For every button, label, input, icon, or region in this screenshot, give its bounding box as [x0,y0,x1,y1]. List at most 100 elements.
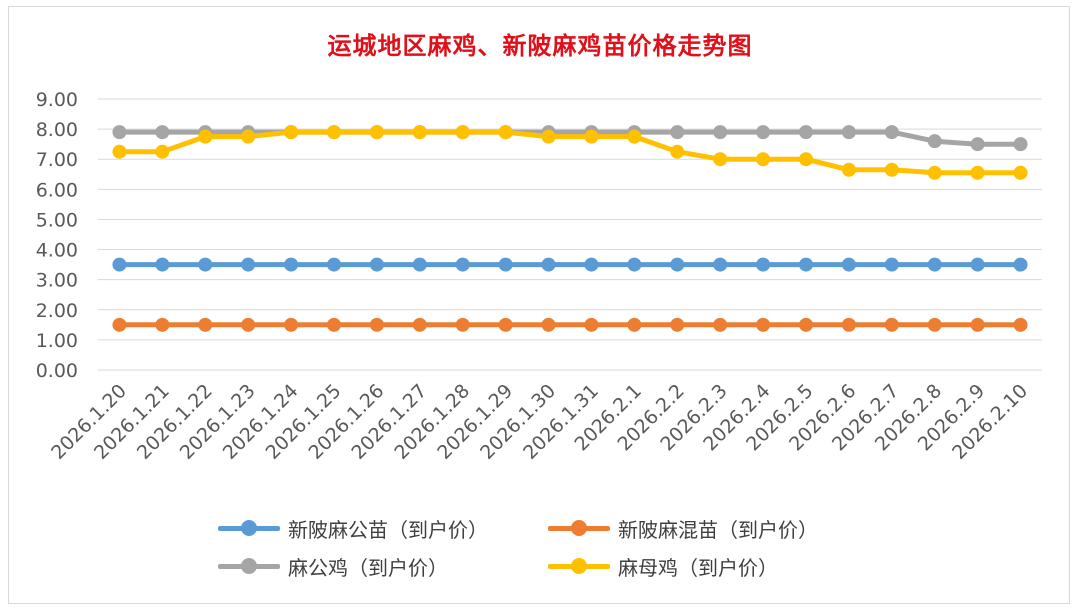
data-point [412,125,427,140]
y-tick-label: 4.00 [36,240,78,262]
data-point [756,317,771,332]
data-point [498,125,513,140]
data-point [584,257,599,272]
data-point [498,257,513,272]
data-point [112,257,127,272]
data-point [455,125,470,140]
legend-item: 新陂麻公苗（到户价） [218,513,488,543]
data-point [884,257,899,272]
data-point [584,317,599,332]
data-point [970,165,985,180]
data-point [670,257,685,272]
data-point [284,125,299,140]
data-point [799,317,813,332]
data-point [670,144,685,159]
data-point [927,165,942,180]
data-point [799,125,813,140]
y-tick-label: 6.00 [36,179,78,201]
data-point [1013,317,1028,332]
data-point [927,257,942,272]
legend-swatch-icon [548,513,610,543]
data-point [799,152,813,167]
data-point [713,257,728,272]
data-point [1013,137,1028,152]
data-point [541,129,556,144]
data-point [927,134,942,149]
data-point [198,257,213,272]
data-point [927,317,942,332]
legend-label: 麻母鸡（到户价） [618,555,778,580]
y-tick-label: 9.00 [36,89,78,111]
data-point [627,129,642,144]
data-point [884,125,899,140]
legend-swatch-icon [218,513,280,543]
data-point [412,317,427,332]
chart-border [8,6,1070,604]
y-tick-label: 2.00 [36,300,78,322]
legend-label: 新陂麻混苗（到户价） [618,517,818,542]
data-point [756,152,771,167]
data-point [455,317,470,332]
data-point [627,257,642,272]
data-point [369,317,384,332]
data-point [412,257,427,272]
data-point [112,144,127,159]
legend-item: 麻母鸡（到户价） [548,551,778,581]
data-point [327,257,341,272]
data-point [498,317,513,332]
data-point [155,257,170,272]
data-point [841,125,856,140]
legend-label: 麻公鸡（到户价） [288,555,448,580]
data-point [327,317,341,332]
data-point [841,162,856,177]
data-point [369,257,384,272]
data-point [584,129,599,144]
legend-item: 麻公鸡（到户价） [218,551,448,581]
data-point [1013,257,1028,272]
legend-swatch-icon [548,551,610,581]
chart-title: 运城地区麻鸡、新陂麻鸡苗价格走势图 [327,32,753,60]
data-point [112,125,127,140]
data-point [756,125,771,140]
legend-label: 新陂麻公苗（到户价） [288,517,488,542]
data-point [112,317,127,332]
data-point [241,317,256,332]
data-point [327,125,341,140]
y-tick-label: 1.00 [36,330,78,352]
data-point [241,257,256,272]
data-point [284,317,299,332]
data-point [155,125,170,140]
legend-swatch-icon [218,551,280,581]
data-point [198,129,213,144]
y-tick-label: 5.00 [36,209,78,231]
data-point [756,257,771,272]
data-point [541,317,556,332]
data-point [970,257,985,272]
data-point [627,317,642,332]
data-point [713,125,728,140]
y-tick-label: 7.00 [36,149,78,171]
y-tick-label: 0.00 [36,360,78,382]
data-point [241,129,256,144]
data-point [670,317,685,332]
data-point [799,257,813,272]
data-point [155,144,170,159]
data-point [970,137,985,152]
y-tick-label: 3.00 [36,270,78,292]
data-point [713,152,728,167]
data-point [455,257,470,272]
data-point [841,317,856,332]
series-line [117,129,1023,176]
data-point [198,317,213,332]
data-point [155,317,170,332]
y-tick-label: 8.00 [36,119,78,141]
data-point [369,125,384,140]
data-point [284,257,299,272]
data-point [970,317,985,332]
data-point [541,257,556,272]
data-point [841,257,856,272]
legend-item: 新陂麻混苗（到户价） [548,513,818,543]
data-point [670,125,685,140]
